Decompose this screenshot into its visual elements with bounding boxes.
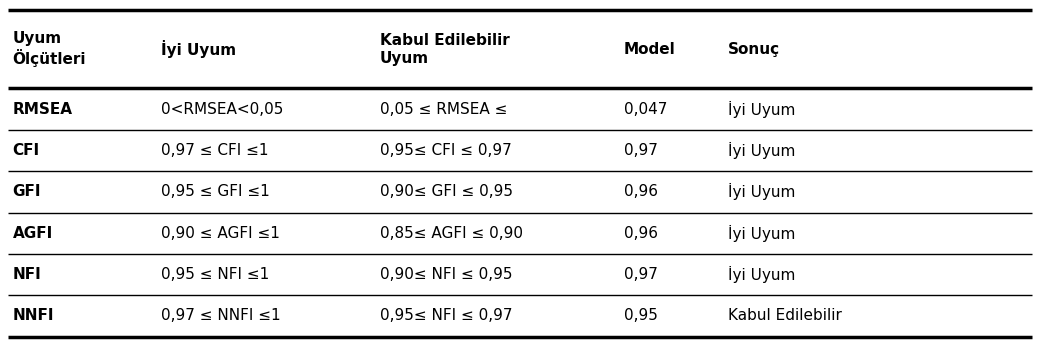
Text: 0,95 ≤ NFI ≤1: 0,95 ≤ NFI ≤1 — [161, 267, 269, 282]
Text: 0,95 ≤ GFI ≤1: 0,95 ≤ GFI ≤1 — [161, 184, 270, 199]
Text: İyi Uyum: İyi Uyum — [728, 266, 796, 283]
Text: Sonuç: Sonuç — [728, 42, 780, 57]
Text: Kabul Edilebilir
Uyum: Kabul Edilebilir Uyum — [380, 33, 510, 66]
Text: Model: Model — [624, 42, 676, 57]
Text: 0,96: 0,96 — [624, 184, 658, 199]
Text: Uyum
Ölçütleri: Uyum Ölçütleri — [12, 31, 86, 67]
Text: 0,90 ≤ AGFI ≤1: 0,90 ≤ AGFI ≤1 — [161, 226, 280, 241]
Text: 0,95≤ CFI ≤ 0,97: 0,95≤ CFI ≤ 0,97 — [380, 143, 512, 158]
Text: 0,90≤ NFI ≤ 0,95: 0,90≤ NFI ≤ 0,95 — [380, 267, 512, 282]
Text: GFI: GFI — [12, 184, 41, 199]
Text: 0,90≤ GFI ≤ 0,95: 0,90≤ GFI ≤ 0,95 — [380, 184, 513, 199]
Text: 0<RMSEA<0,05: 0<RMSEA<0,05 — [161, 102, 284, 117]
Text: 0,85≤ AGFI ≤ 0,90: 0,85≤ AGFI ≤ 0,90 — [380, 226, 522, 241]
Text: İyi Uyum: İyi Uyum — [728, 183, 796, 200]
Text: NNFI: NNFI — [12, 308, 54, 323]
Text: İyi Uyum: İyi Uyum — [728, 225, 796, 242]
Text: 0,96: 0,96 — [624, 226, 658, 241]
Text: 0,97: 0,97 — [624, 267, 658, 282]
Text: 0,05 ≤ RMSEA ≤: 0,05 ≤ RMSEA ≤ — [380, 102, 506, 117]
Text: RMSEA: RMSEA — [12, 102, 73, 117]
Text: İyi Uyum: İyi Uyum — [728, 101, 796, 118]
Text: 0,97 ≤ NNFI ≤1: 0,97 ≤ NNFI ≤1 — [161, 308, 281, 323]
Text: CFI: CFI — [12, 143, 40, 158]
Text: 0,95: 0,95 — [624, 308, 658, 323]
Text: 0,047: 0,047 — [624, 102, 668, 117]
Text: NFI: NFI — [12, 267, 42, 282]
Text: 0,95≤ NFI ≤ 0,97: 0,95≤ NFI ≤ 0,97 — [380, 308, 512, 323]
Text: 0,97: 0,97 — [624, 143, 658, 158]
Text: AGFI: AGFI — [12, 226, 53, 241]
Text: 0,97 ≤ CFI ≤1: 0,97 ≤ CFI ≤1 — [161, 143, 268, 158]
Text: İyi Uyum: İyi Uyum — [728, 142, 796, 159]
Text: Kabul Edilebilir: Kabul Edilebilir — [728, 308, 841, 323]
Text: İyi Uyum: İyi Uyum — [161, 40, 236, 58]
